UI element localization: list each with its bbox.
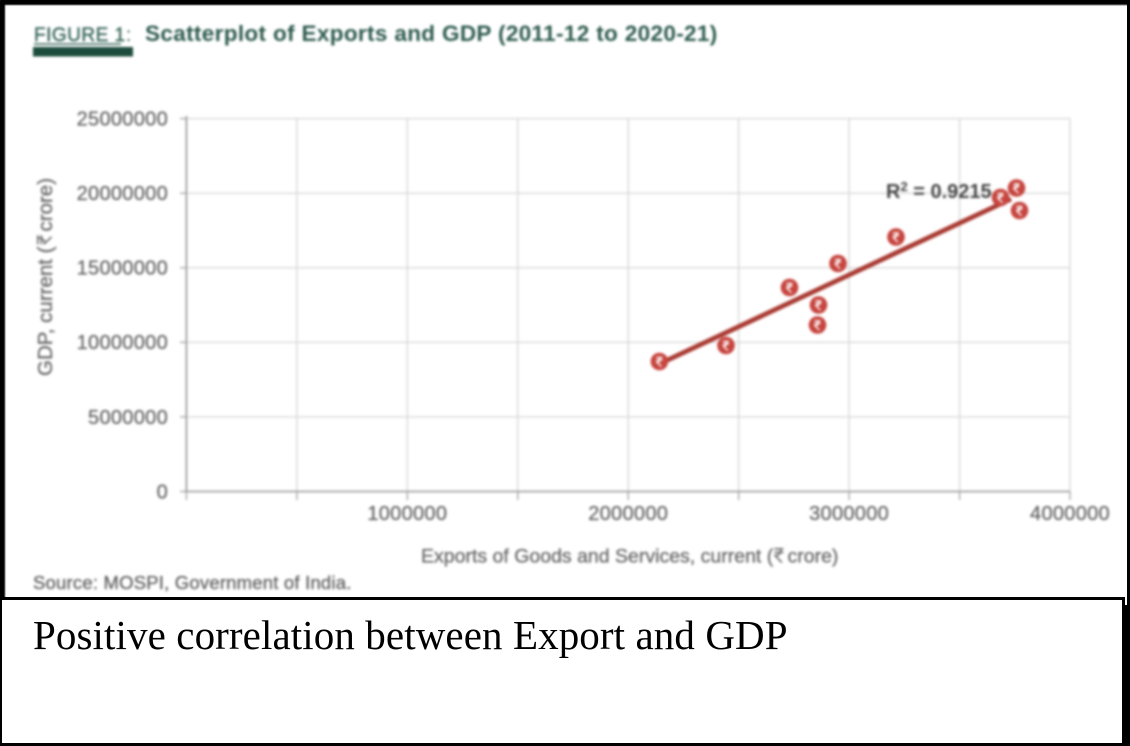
svg-text:crore): crore) bbox=[788, 546, 839, 568]
svg-text:2000000: 2000000 bbox=[588, 503, 668, 525]
svg-text:4000000: 4000000 bbox=[1030, 503, 1110, 525]
svg-text:GDP, current (: GDP, current ( bbox=[34, 246, 57, 376]
svg-text::: : bbox=[126, 25, 131, 46]
svg-text:Scatterplot of Exports and GDP: Scatterplot of Exports and GDP (2011-12 … bbox=[145, 21, 718, 46]
svg-text:Exports of Goods and Services,: Exports of Goods and Services, current ( bbox=[421, 546, 774, 568]
svg-text:FIGURE 1: FIGURE 1 bbox=[34, 25, 126, 46]
svg-text:5000000: 5000000 bbox=[88, 407, 168, 429]
svg-text:0: 0 bbox=[157, 481, 168, 503]
svg-text:10000000: 10000000 bbox=[77, 332, 168, 354]
svg-text:25000000: 25000000 bbox=[77, 109, 168, 131]
svg-text:15000000: 15000000 bbox=[77, 258, 168, 280]
svg-text:1000000: 1000000 bbox=[367, 503, 447, 525]
svg-text:R2 = 0.9215: R2 = 0.9215 bbox=[886, 179, 992, 204]
svg-text:Source: MOSPI, Government of I: Source: MOSPI, Government of India. bbox=[33, 572, 352, 593]
svg-text:crore): crore) bbox=[34, 178, 57, 232]
svg-text:20000000: 20000000 bbox=[77, 183, 168, 205]
svg-text:3000000: 3000000 bbox=[809, 503, 889, 525]
